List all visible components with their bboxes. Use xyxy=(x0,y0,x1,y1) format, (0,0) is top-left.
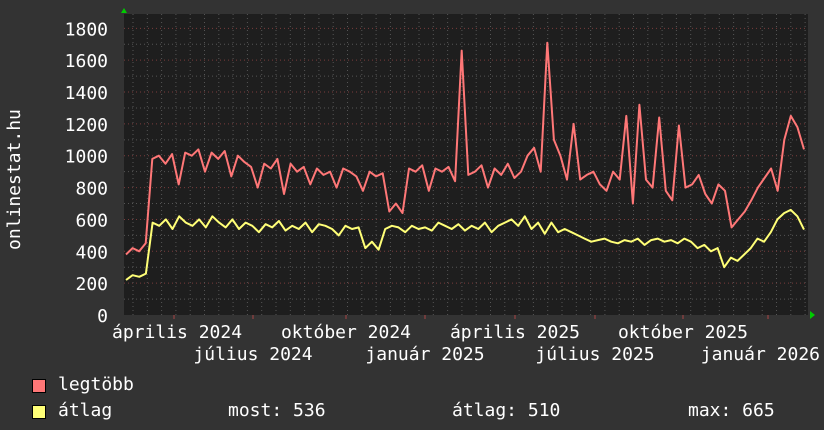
stat-max: max: 665 xyxy=(688,400,775,421)
y-tick-label: 600 xyxy=(75,210,108,231)
x-tick-label: április 2024 xyxy=(112,322,242,343)
x-axis-arrow-icon xyxy=(810,311,815,319)
series-lines xyxy=(125,41,805,281)
legend-swatch-atlag xyxy=(32,405,46,419)
x-tick-label: január 2025 xyxy=(365,344,484,365)
x-tick-label: július 2025 xyxy=(535,344,654,365)
series-line-atlag xyxy=(125,208,805,281)
legend-swatch-legtobb xyxy=(32,379,46,393)
y-tick-label: 800 xyxy=(75,179,108,200)
y-tick-label: 1600 xyxy=(65,51,108,72)
y-tick-label: 1800 xyxy=(65,19,108,40)
y-tick-label: 200 xyxy=(75,274,108,295)
y-axis: 0 200 400 600 800 1000 1200 1400 1600 1800 xyxy=(65,19,108,327)
legend-label-legtobb: legtöbb xyxy=(58,374,134,395)
y-tick-label: 1200 xyxy=(65,115,108,136)
x-tick-label: október 2024 xyxy=(281,322,411,343)
y-tick-label: 400 xyxy=(75,242,108,263)
x-tick-label: április 2025 xyxy=(450,322,580,343)
x-tick-label: október 2025 xyxy=(618,322,748,343)
y-tick-label: 1000 xyxy=(65,147,108,168)
series-line-legtobb xyxy=(125,41,805,256)
plot-area xyxy=(124,14,808,315)
stat-most: most: 536 xyxy=(228,400,326,421)
stat-atlag: átlag: 510 xyxy=(452,400,561,421)
y-tick-label: 1400 xyxy=(65,83,108,104)
y-tick-label: 0 xyxy=(97,306,108,327)
x-tick-label: január 2026 xyxy=(701,344,820,365)
legend-label-atlag: átlag xyxy=(58,400,113,421)
y-axis-arrow-icon xyxy=(121,8,127,13)
x-tick-label: július 2024 xyxy=(193,344,312,365)
y-axis-label: onlinestat.hu xyxy=(4,109,25,250)
